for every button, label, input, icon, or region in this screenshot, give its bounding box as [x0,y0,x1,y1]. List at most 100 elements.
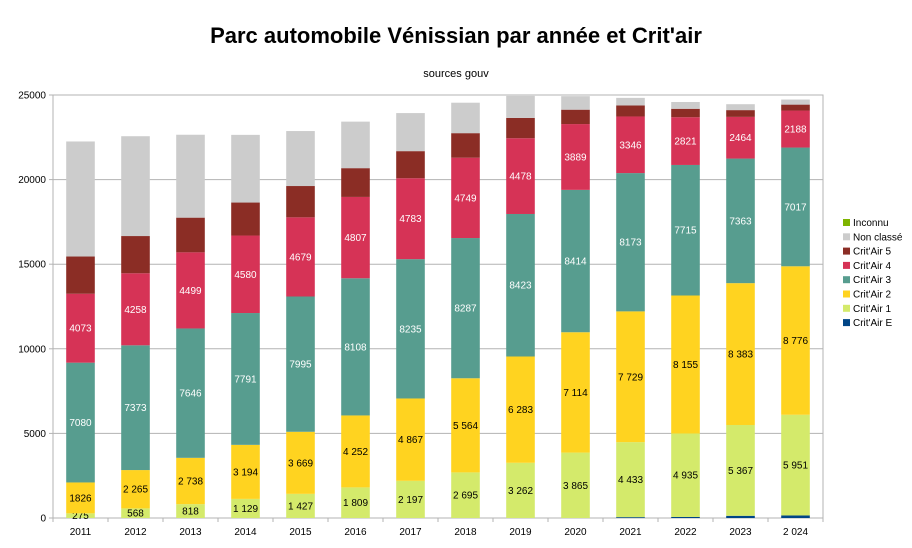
x-tick-label: 2013 [179,527,202,538]
bar-segment [121,136,150,237]
legend-label: Non classé [853,232,903,243]
data-label: 4 867 [398,435,423,446]
data-label: 3346 [619,140,642,151]
plot-frame [52,94,824,519]
data-label: 5 951 [783,461,808,472]
bar-segment [176,504,205,518]
data-label: 4749 [454,193,477,204]
data-label: 3 194 [233,467,258,478]
bar-segment [286,493,315,518]
x-tick-label: 2 024 [783,527,808,538]
bar-segment [396,178,425,260]
bar-segment [341,487,370,518]
data-label: 1 427 [288,501,313,512]
y-tick-label: 15000 [18,260,46,271]
bar-segment [286,431,315,494]
bar-segment [121,470,150,509]
data-label: 2821 [674,137,697,148]
data-label: 4 935 [673,471,698,482]
x-tick-label: 2020 [564,527,587,538]
bar-segment [671,295,700,434]
legend-label: Crit'Air 3 [853,275,891,286]
data-label: 2 738 [178,476,203,487]
bar-segment [66,362,95,483]
bar-segment [231,498,260,518]
chart-title: Parc automobile Vénissian par année et C… [210,23,702,48]
data-label: 3 669 [288,458,313,469]
bar-segment [396,398,425,481]
bar-segment [341,196,370,279]
bar-segment [561,109,590,125]
bar-segment [396,480,425,518]
data-label: 5 367 [728,466,753,477]
bar-segment [671,164,700,296]
data-label: 5 564 [453,421,478,432]
data-label: 4478 [509,172,532,183]
bar-segment [121,345,150,471]
data-label: 8 155 [673,360,698,371]
x-tick-label: 2017 [399,527,422,538]
legend-swatch [843,261,850,269]
legend-swatch [843,219,850,226]
legend-label: Crit'Air 1 [853,304,891,315]
data-label: 4807 [344,233,367,244]
bar-segment [616,173,645,312]
bar-segment [231,444,260,499]
data-label: 8173 [619,238,642,249]
data-label: 8 383 [728,350,753,361]
data-label: 2 265 [123,485,148,496]
plot-area: 0 5000 10000 15000 20000 25000 275 1826 7080 4073… [18,91,824,538]
data-label: 1826 [69,493,92,504]
data-label: 7363 [729,216,752,227]
data-label: 7646 [179,389,202,400]
data-label: 7080 [69,418,92,429]
bar-segment [176,252,205,329]
data-label: 7 114 [563,388,588,399]
data-label: 4499 [179,286,202,297]
x-tick-label: 2015 [289,527,312,538]
data-label: 1 809 [343,498,368,509]
bar-segment [176,134,205,218]
bar-segment [671,433,700,517]
legend-label: Crit'Air 4 [853,261,891,272]
bar-segment [561,96,590,110]
data-label: 1 129 [233,504,258,515]
bar-segment [341,415,370,488]
bar-segment [506,356,535,463]
bar-segment [66,256,95,294]
bar-segment [176,457,205,505]
bar-segment [121,508,150,518]
data-label: 3889 [564,152,587,163]
data-label: 7373 [124,403,147,414]
bar-segment [616,442,645,518]
bar-segment [726,110,755,117]
legend-swatch [843,304,850,312]
bar-segment [781,147,810,267]
bar-segment [506,138,535,214]
bar-segment [451,157,480,239]
legend-swatch [843,290,850,298]
bar-segment [561,189,590,333]
bar-segment [561,124,590,190]
bar-segment [506,117,535,139]
data-label: 8108 [344,342,367,353]
bar-segment [616,311,645,443]
chart-subtitle: sources gouv [423,68,489,80]
bar-segment [726,424,755,516]
bar-segment [726,515,755,518]
data-label: 4 252 [343,447,368,458]
bar-segment [726,116,755,159]
data-label: 3 865 [563,481,588,492]
bar-segment [66,293,95,363]
data-label: 2 197 [398,495,423,506]
data-label: 2 695 [453,491,478,502]
x-tick-label: 2023 [729,527,752,538]
legend-swatch [843,233,850,241]
bar-segment [451,238,480,379]
bar-segment [396,259,425,399]
data-label: 4 433 [618,475,643,486]
data-label: 7715 [674,226,697,237]
bar-segment [231,202,260,236]
legend-swatch [843,276,850,284]
